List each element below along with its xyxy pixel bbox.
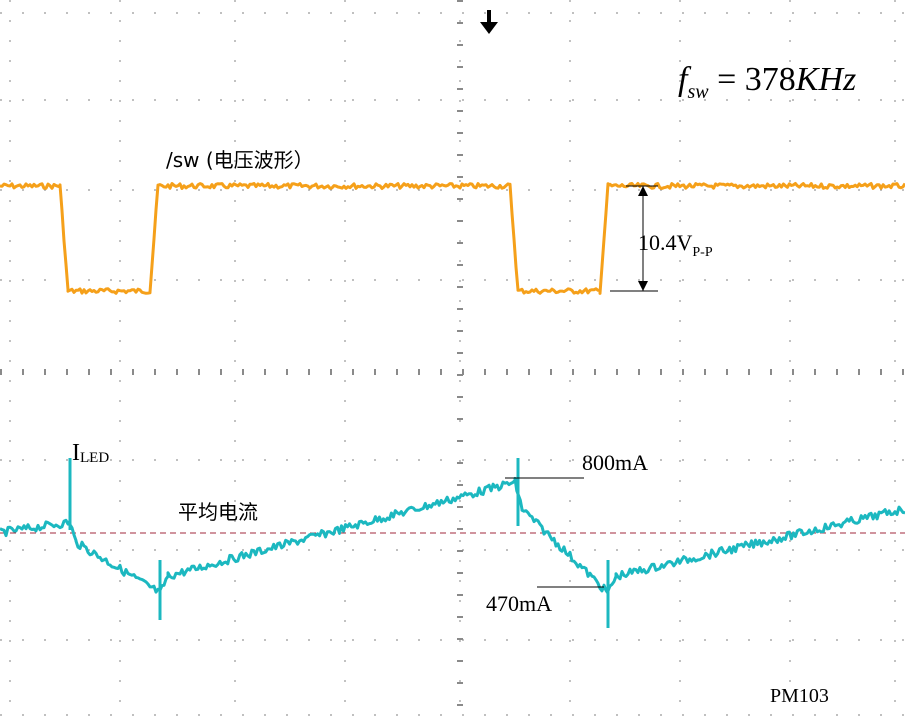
series-sw-line — [0, 182, 905, 295]
iled-main: I — [72, 440, 80, 466]
annotations: fsw = 378KHz /sw (电压波形） 10.4VP-P ILED 平均… — [72, 10, 856, 707]
valley-label: 470mA — [486, 591, 552, 616]
fsw-sub: sw — [687, 81, 709, 103]
fsw-eq: = 378 — [709, 61, 796, 98]
sw-label: /sw (电压波形） — [166, 148, 314, 172]
traces — [0, 182, 905, 628]
series-iled-line — [0, 476, 905, 595]
vpp-sub: P-P — [692, 245, 712, 260]
fsw-unit: KHz — [795, 61, 856, 98]
peak-label: 800mA — [582, 450, 648, 475]
fsw-formula: fsw = 378KHz — [678, 61, 856, 103]
model-label: PM103 — [770, 685, 829, 707]
trigger-arrow-icon — [480, 22, 498, 34]
iled-sub: LED — [80, 450, 109, 466]
vpp-arrow-down-icon — [638, 281, 648, 291]
trigger-arrow-stem — [487, 10, 491, 24]
vpp-value: 10.4V — [638, 230, 693, 255]
vpp-label: 10.4VP-P — [638, 230, 713, 260]
vpp-arrow-up-icon — [638, 186, 648, 196]
iled-label: ILED — [72, 440, 109, 466]
avg-current-label: 平均电流 — [178, 500, 258, 524]
